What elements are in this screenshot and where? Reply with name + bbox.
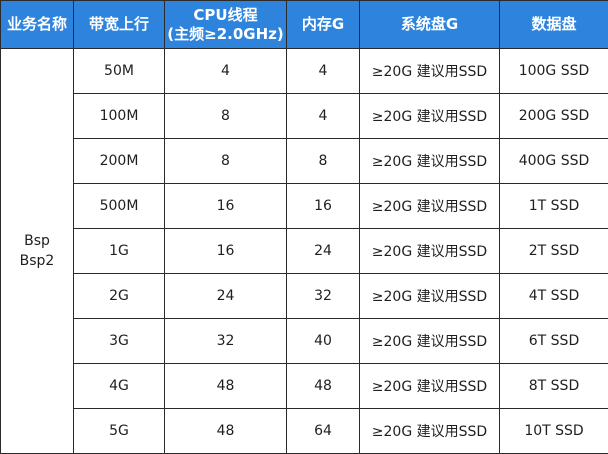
cpu-cell: 8 xyxy=(164,93,287,139)
table-body: Bsp Bsp2 50M 4 4 ≥20G 建议用SSD 100G SSD 10… xyxy=(0,48,608,454)
service-name-line-1: Bsp xyxy=(24,233,50,249)
bandwidth-cell: 3G xyxy=(73,318,165,364)
data-disk-cell: 100G SSD xyxy=(499,48,608,94)
header-data-disk: 数据盘 xyxy=(499,0,608,49)
data-disk-cell: 1T SSD xyxy=(499,183,608,229)
bandwidth-cell: 2G xyxy=(73,273,165,319)
table-header-row: 业务名称 带宽上行 CPU线程 (主频≥2.0GHz) 内存G 系统盘G 数据盘 xyxy=(0,0,608,49)
bandwidth-cell: 4G xyxy=(73,363,165,409)
table-row: 100M 8 4 ≥20G 建议用SSD 200G SSD xyxy=(1,93,608,139)
bandwidth-cell: 50M xyxy=(73,48,165,94)
memory-cell: 64 xyxy=(286,408,360,454)
system-disk-cell: ≥20G 建议用SSD xyxy=(359,273,500,319)
header-system-disk: 系统盘G xyxy=(359,0,500,49)
cpu-cell: 24 xyxy=(164,273,287,319)
service-name-cell: Bsp Bsp2 xyxy=(0,48,74,454)
memory-cell: 4 xyxy=(286,48,360,94)
system-disk-cell: ≥20G 建议用SSD xyxy=(359,408,500,454)
memory-cell: 8 xyxy=(286,138,360,184)
system-disk-cell: ≥20G 建议用SSD xyxy=(359,138,500,184)
header-memory: 内存G xyxy=(286,0,360,49)
cpu-cell: 48 xyxy=(164,363,287,409)
cpu-cell: 4 xyxy=(164,48,287,94)
memory-cell: 16 xyxy=(286,183,360,229)
cpu-cell: 32 xyxy=(164,318,287,364)
cpu-cell: 48 xyxy=(164,408,287,454)
bandwidth-cell: 100M xyxy=(73,93,165,139)
cpu-cell: 8 xyxy=(164,138,287,184)
data-disk-cell: 200G SSD xyxy=(499,93,608,139)
bandwidth-cell: 5G xyxy=(73,408,165,454)
table-row: 5G 48 64 ≥20G 建议用SSD 10T SSD xyxy=(1,408,608,454)
table-row: 200M 8 8 ≥20G 建议用SSD 400G SSD xyxy=(1,138,608,184)
system-disk-cell: ≥20G 建议用SSD xyxy=(359,363,500,409)
memory-cell: 48 xyxy=(286,363,360,409)
table-row: 4G 48 48 ≥20G 建议用SSD 8T SSD xyxy=(1,363,608,409)
table-row: 3G 32 40 ≥20G 建议用SSD 6T SSD xyxy=(1,318,608,364)
table-row: 500M 16 16 ≥20G 建议用SSD 1T SSD xyxy=(1,183,608,229)
bandwidth-cell: 200M xyxy=(73,138,165,184)
memory-cell: 4 xyxy=(286,93,360,139)
data-disk-cell: 10T SSD xyxy=(499,408,608,454)
cpu-cell: 16 xyxy=(164,183,287,229)
header-cpu-note: (主频≥2.0GHz) xyxy=(167,24,284,43)
header-cpu-threads: CPU线程 (主频≥2.0GHz) xyxy=(164,0,287,49)
memory-cell: 40 xyxy=(286,318,360,364)
memory-cell: 24 xyxy=(286,228,360,274)
cpu-cell: 16 xyxy=(164,228,287,274)
data-disk-cell: 400G SSD xyxy=(499,138,608,184)
data-disk-cell: 6T SSD xyxy=(499,318,608,364)
header-cpu-title: CPU线程 xyxy=(193,5,258,24)
data-disk-cell: 8T SSD xyxy=(499,363,608,409)
data-disk-cell: 4T SSD xyxy=(499,273,608,319)
header-business-name: 业务名称 xyxy=(0,0,74,49)
system-disk-cell: ≥20G 建议用SSD xyxy=(359,48,500,94)
system-disk-cell: ≥20G 建议用SSD xyxy=(359,318,500,364)
data-disk-cell: 2T SSD xyxy=(499,228,608,274)
system-disk-cell: ≥20G 建议用SSD xyxy=(359,183,500,229)
bandwidth-cell: 1G xyxy=(73,228,165,274)
system-disk-cell: ≥20G 建议用SSD xyxy=(359,228,500,274)
memory-cell: 32 xyxy=(286,273,360,319)
system-disk-cell: ≥20G 建议用SSD xyxy=(359,93,500,139)
bandwidth-cell: 500M xyxy=(73,183,165,229)
table-row: Bsp Bsp2 50M 4 4 ≥20G 建议用SSD 100G SSD xyxy=(0,48,608,454)
header-bandwidth: 带宽上行 xyxy=(73,0,165,49)
table-row: 2G 24 32 ≥20G 建议用SSD 4T SSD xyxy=(1,273,608,319)
service-name-line-2: Bsp2 xyxy=(19,253,55,269)
table-row: 1G 16 24 ≥20G 建议用SSD 2T SSD xyxy=(1,228,608,274)
